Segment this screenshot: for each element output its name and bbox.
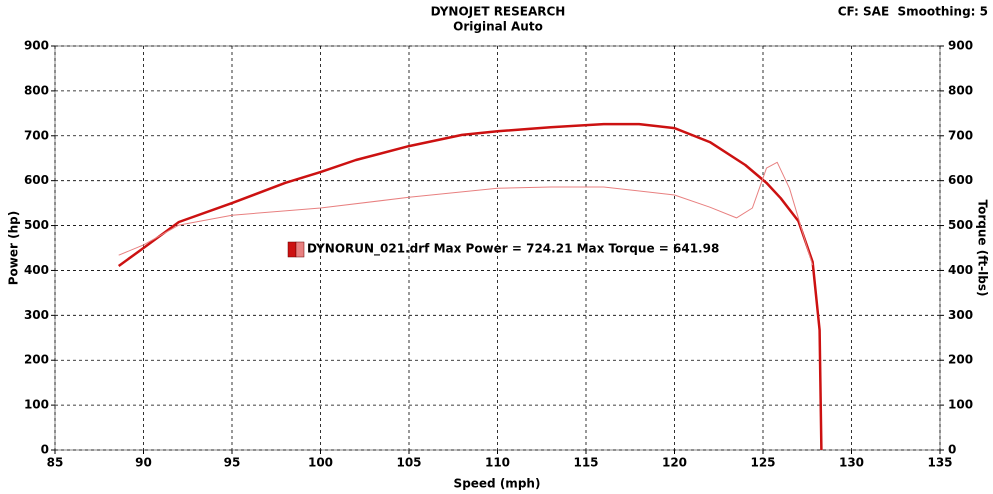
x-tick-label: 90 bbox=[135, 456, 152, 470]
y2-tick-label: 400 bbox=[948, 263, 973, 277]
legend-text: DYNORUN_021.drf Max Power = 724.21 Max T… bbox=[307, 242, 719, 257]
y2-tick-label: 500 bbox=[948, 218, 973, 232]
y2-tick-label: 300 bbox=[948, 308, 973, 322]
y-tick-label: 800 bbox=[24, 83, 49, 97]
x-tick-label: 135 bbox=[927, 456, 952, 470]
y-tick-label: 500 bbox=[24, 218, 49, 232]
y-tick-label: 400 bbox=[24, 263, 49, 277]
x-tick-label: 115 bbox=[573, 456, 598, 470]
y2-axis-label: Torque (ft-lbs) bbox=[976, 200, 990, 297]
y2-tick-label: 0 bbox=[948, 443, 956, 457]
x-tick-label: 130 bbox=[839, 456, 864, 470]
y-tick-label: 700 bbox=[24, 128, 49, 142]
y2-tick-label: 900 bbox=[948, 39, 973, 53]
y2-tick-label: 700 bbox=[948, 128, 973, 142]
x-tick-label: 85 bbox=[47, 456, 64, 470]
y-tick-label: 200 bbox=[24, 353, 49, 367]
y2-tick-label: 100 bbox=[948, 398, 973, 412]
y-tick-label: 0 bbox=[41, 443, 49, 457]
x-tick-label: 125 bbox=[750, 456, 775, 470]
chart-title: DYNOJET RESEARCH bbox=[431, 5, 566, 19]
x-axis-label: Speed (mph) bbox=[454, 477, 541, 491]
y-tick-label: 900 bbox=[24, 39, 49, 53]
series-line bbox=[117, 122, 823, 451]
legend-swatch bbox=[295, 241, 305, 258]
x-tick-label: 95 bbox=[224, 456, 241, 470]
y2-tick-label: 800 bbox=[948, 83, 973, 97]
x-tick-label: 100 bbox=[308, 456, 333, 470]
y-tick-label: 100 bbox=[24, 398, 49, 412]
y-tick-label: 300 bbox=[24, 308, 49, 322]
x-tick-label: 110 bbox=[485, 456, 510, 470]
legend-swatch bbox=[287, 241, 297, 258]
y-tick-label: 600 bbox=[24, 173, 49, 187]
x-tick-label: 120 bbox=[662, 456, 687, 470]
chart-subtitle: Original Auto bbox=[453, 20, 543, 34]
series-line bbox=[118, 161, 814, 266]
x-tick-label: 105 bbox=[396, 456, 421, 470]
y2-tick-label: 600 bbox=[948, 173, 973, 187]
header-note: CF: SAE Smoothing: 5 bbox=[838, 5, 988, 19]
y2-tick-label: 200 bbox=[948, 353, 973, 367]
y-axis-label: Power (hp) bbox=[7, 211, 21, 285]
